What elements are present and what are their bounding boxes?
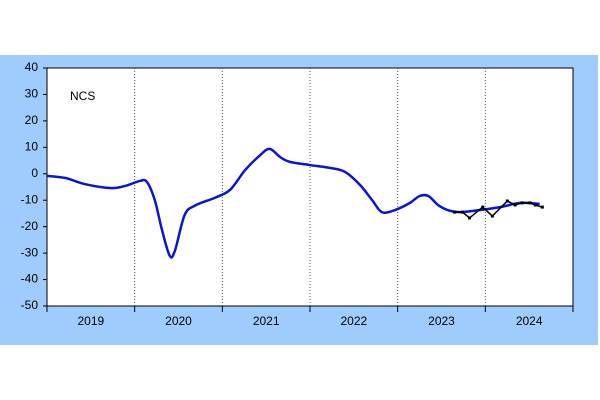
y-tick-label: 40 <box>25 60 39 74</box>
series-marker <box>505 199 509 203</box>
y-tick-label: 10 <box>25 140 39 154</box>
series-marker <box>533 203 537 207</box>
x-tick-label: 2022 <box>340 314 367 328</box>
y-tick-label: 0 <box>31 166 38 180</box>
series-marker <box>540 205 544 209</box>
series-marker <box>468 216 472 220</box>
y-tick-label: -30 <box>21 245 39 259</box>
y-tick-label: 30 <box>25 87 39 101</box>
series-marker <box>490 214 494 218</box>
series-marker <box>528 201 532 205</box>
series-line <box>46 147 540 259</box>
x-tick-label: 2024 <box>516 314 543 328</box>
y-tick-label: -40 <box>21 272 39 286</box>
series-marker <box>520 201 524 205</box>
series-marker <box>453 210 457 214</box>
y-tick-label: 20 <box>25 113 39 127</box>
y-tick-label: -10 <box>21 192 39 206</box>
annotation: NCS <box>70 89 95 103</box>
series-marker <box>513 203 517 207</box>
x-tick-label: 2021 <box>253 314 280 328</box>
x-tick-label: 2019 <box>77 314 104 328</box>
y-tick-label: -50 <box>21 298 39 312</box>
x-tick-label: 2023 <box>428 314 455 328</box>
series-marker <box>481 205 485 209</box>
x-tick-label: 2020 <box>165 314 192 328</box>
y-tick-label: -20 <box>21 219 39 233</box>
series-marker <box>461 210 465 214</box>
